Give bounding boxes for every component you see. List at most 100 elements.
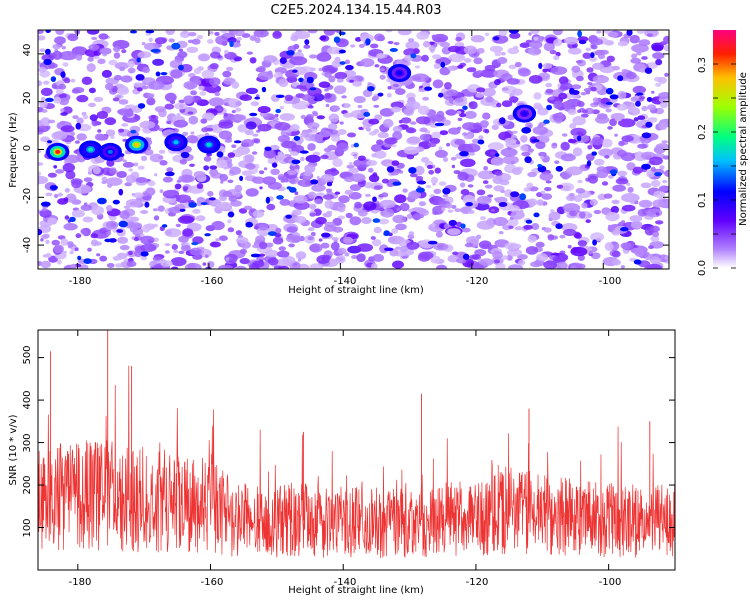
heatmap-cell <box>136 57 141 63</box>
heatmap-cell <box>598 148 614 157</box>
heatmap-cell <box>97 58 106 65</box>
heatmap-cell <box>239 258 250 265</box>
heatmap-cell <box>571 84 582 90</box>
heatmap-cell <box>480 69 498 78</box>
heatmap-cell <box>332 158 343 168</box>
heatmap-cell <box>372 218 381 223</box>
heatmap-cell <box>543 119 550 124</box>
heatmap-cell <box>629 34 640 44</box>
heatmap-cell <box>605 211 620 222</box>
heatmap-cell <box>119 210 130 220</box>
heatmap-cell <box>277 250 290 258</box>
heatmap-cell <box>617 40 629 47</box>
heatmap-cell <box>121 49 127 54</box>
heatmap-cell <box>282 256 296 266</box>
heatmap-cell <box>38 60 41 65</box>
heatmap-cell <box>607 31 619 38</box>
heatmap-cell <box>568 47 582 55</box>
heatmap-cell <box>94 241 102 246</box>
heatmap-cell <box>88 44 100 51</box>
heatmap-cell <box>206 153 213 157</box>
heatmap-cell <box>646 169 655 178</box>
heatmap-cell <box>654 172 662 177</box>
heatmap-cell <box>477 170 495 180</box>
heatmap-cell <box>391 144 397 148</box>
heatmap-cell <box>360 33 374 43</box>
heatmap-cell <box>165 30 175 35</box>
heatmap-cell <box>537 164 543 168</box>
heatmap-cell <box>275 94 285 99</box>
heatmap-hotspot <box>521 111 528 116</box>
heatmap-cell <box>246 51 253 55</box>
heatmap-cell <box>386 92 392 98</box>
heatmap-cell <box>410 53 417 59</box>
heatmap-cell <box>608 224 611 228</box>
heatmap-cell <box>162 189 180 199</box>
heatmap-cell <box>433 242 449 251</box>
heatmap-cell <box>402 188 408 193</box>
heatmap-cell <box>392 181 402 186</box>
heatmap-cell <box>199 91 207 96</box>
heatmap-cell <box>615 178 629 185</box>
heatmap-cell <box>344 189 354 195</box>
heatmap-cell <box>487 142 504 151</box>
heatmap-cell <box>583 88 592 93</box>
heatmap-cell <box>141 155 148 161</box>
heatmap-cell <box>563 228 577 237</box>
heatmap-cell <box>560 153 576 162</box>
heatmap-cell <box>45 48 51 55</box>
heatmap-cell <box>140 210 149 214</box>
heatmap-cell <box>649 156 663 166</box>
heatmap-cell <box>601 138 613 148</box>
heatmap-cell <box>241 170 253 176</box>
heatmap-cell <box>592 239 597 246</box>
heatmap-cell <box>357 209 368 217</box>
heatmap-cell <box>559 234 566 239</box>
heatmap-cell <box>485 184 493 189</box>
heatmap-cell <box>450 156 457 161</box>
heatmap-cell <box>403 124 409 130</box>
heatmap-cell <box>479 258 494 266</box>
heatmap-cell <box>171 42 181 50</box>
heatmap-cell <box>199 248 212 258</box>
heatmap-cell <box>144 201 150 208</box>
heatmap-cell <box>438 146 443 151</box>
heatmap-cell <box>38 175 49 185</box>
snr-xtick: -140 <box>334 577 357 588</box>
heatmap-cell <box>266 203 276 211</box>
heatmap-cell <box>484 32 490 37</box>
heatmap-cell <box>229 40 234 48</box>
heatmap-cell <box>632 85 646 94</box>
heatmap-cell <box>569 123 577 129</box>
heatmap-xtick: -140 <box>334 276 357 287</box>
heatmap-cell <box>188 115 199 125</box>
heatmap-cell <box>502 155 519 165</box>
heatmap-cell <box>651 44 664 52</box>
heatmap-cell <box>314 133 324 143</box>
heatmap-cell <box>101 180 107 184</box>
heatmap-cell <box>274 122 291 131</box>
heatmap-cell <box>55 30 65 35</box>
heatmap-cell <box>118 99 129 105</box>
heatmap-cell <box>54 36 66 45</box>
heatmap-cell <box>170 257 187 267</box>
heatmap-cell <box>382 118 394 128</box>
heatmap-cell <box>424 86 433 91</box>
heatmap-cell <box>82 216 94 223</box>
heatmap-cell <box>171 266 179 269</box>
heatmap-cell <box>245 121 257 130</box>
heatmap-cell <box>38 66 47 73</box>
heatmap-cell <box>633 259 642 265</box>
heatmap-cell <box>412 213 421 221</box>
heatmap-cell <box>324 71 332 78</box>
heatmap-cell <box>324 92 332 99</box>
heatmap-cell <box>664 72 669 77</box>
heatmap-cell <box>316 176 320 179</box>
heatmap-cell <box>658 122 668 131</box>
heatmap-cell <box>445 109 457 116</box>
heatmap-cell <box>180 244 191 252</box>
heatmap-ytick: 0 <box>22 145 33 151</box>
heatmap-cell <box>276 195 284 200</box>
heatmap-cell <box>292 69 298 73</box>
heatmap-cell <box>261 87 267 93</box>
